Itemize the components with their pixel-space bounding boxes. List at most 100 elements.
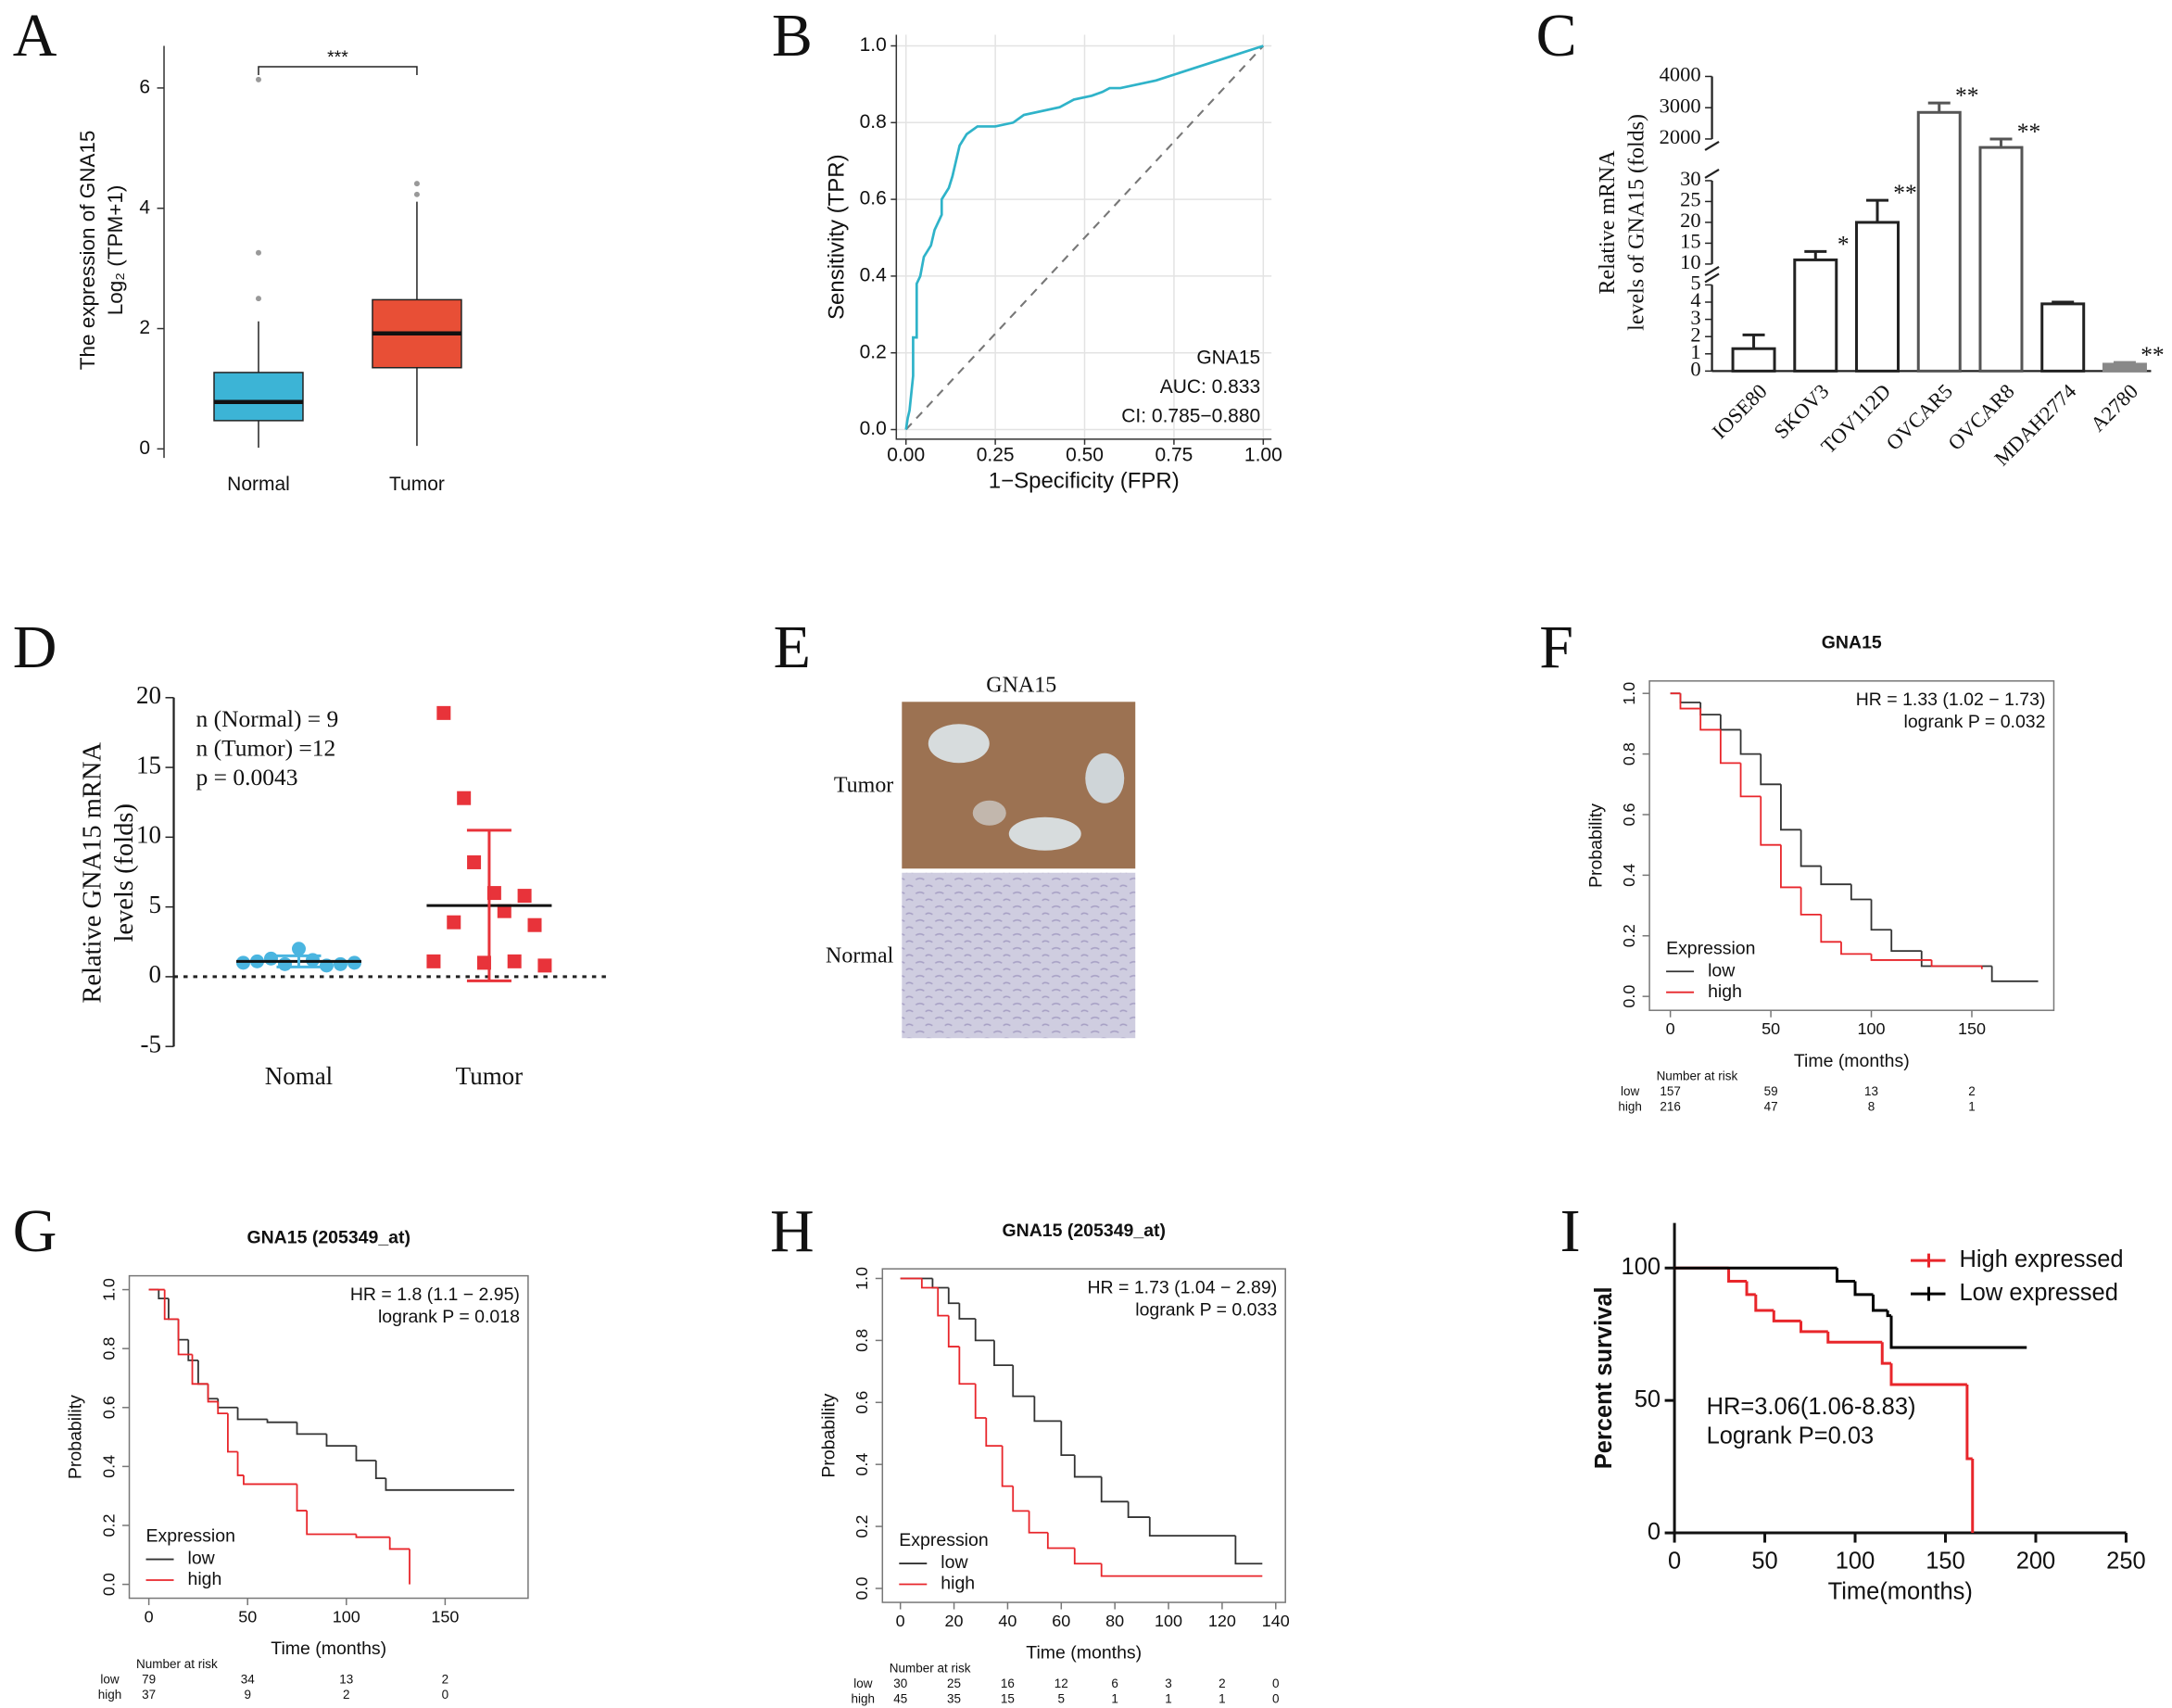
- annotation: HR=3.06(1.06-8.83): [1707, 1394, 1916, 1420]
- plot-frame: [1648, 680, 2055, 1011]
- bar: [1731, 347, 1776, 373]
- x-tick-label: 0.25: [977, 444, 1015, 465]
- survival-step: [958, 1347, 976, 1385]
- annotation: logrank P = 0.018: [378, 1307, 520, 1327]
- risk-row-label: high: [1618, 1100, 1642, 1114]
- survival-step: [1930, 959, 1982, 968]
- panel-letter: A: [13, 2, 57, 70]
- risk-count: 30: [893, 1676, 907, 1690]
- risk-count: 47: [1764, 1100, 1778, 1114]
- y-tick-label: 4: [139, 196, 150, 218]
- y-axis-label: Relative mRNA: [1596, 150, 1620, 295]
- survival-step: [1060, 1421, 1075, 1457]
- y-tick-label: 1.0: [1620, 682, 1638, 705]
- y-tick-label: 10: [136, 821, 161, 849]
- bar: [1978, 145, 2024, 373]
- risk-row-label: high: [98, 1688, 122, 1702]
- survival-step: [325, 1434, 357, 1448]
- panel-e-images: GNA15 Tumor Normal: [826, 673, 1136, 1039]
- risk-count: 34: [241, 1673, 255, 1687]
- y-tick-label: 0.0: [99, 1573, 118, 1596]
- y-tick-label: 0.4: [852, 1453, 871, 1476]
- axis-break: [1704, 140, 1720, 151]
- survival-step: [163, 1289, 179, 1321]
- survival-step: [947, 1287, 960, 1305]
- data-point: [347, 955, 361, 970]
- survival-step: [1826, 1331, 1883, 1344]
- survival-step: [1780, 844, 1801, 889]
- legend-title: Expression: [899, 1530, 988, 1550]
- risk-count: 45: [893, 1692, 907, 1706]
- annotation: CI: 0.785−0.880: [1121, 405, 1260, 426]
- x-tick-label: 0.00: [887, 444, 925, 465]
- risk-count: 2: [1968, 1084, 1976, 1098]
- data-point: [426, 954, 441, 968]
- x-tick-label: 80: [1105, 1612, 1124, 1630]
- error-bar: [2052, 300, 2075, 304]
- y-tick-label: 5: [1690, 272, 1700, 295]
- risk-count: 15: [1001, 1692, 1015, 1706]
- legend-label: Low expressed: [1959, 1280, 2117, 1306]
- risk-count: 16: [1001, 1676, 1015, 1690]
- y-tick-label: 0.8: [1620, 742, 1638, 765]
- risk-row-label: low: [1621, 1084, 1639, 1098]
- survival-step: [931, 1278, 949, 1289]
- survival-step: [1148, 1517, 1236, 1537]
- survival-step: [207, 1384, 219, 1400]
- survival-step: [947, 1315, 960, 1347]
- survival-step: [1073, 1455, 1102, 1478]
- data-point: [457, 791, 472, 805]
- survival-step: [920, 1278, 939, 1289]
- y-axis-label: Percent survival: [1591, 1286, 1617, 1469]
- x-tick-label: 0: [896, 1612, 905, 1630]
- risk-count: 2: [343, 1688, 350, 1702]
- legend-line: [1911, 1286, 1946, 1301]
- bar: [2040, 302, 2086, 373]
- plot-frame: [881, 1268, 1286, 1603]
- x-tick-label: Tumor: [389, 474, 445, 495]
- x-tick-label: 100: [1858, 1019, 1886, 1038]
- data-point: [527, 917, 542, 932]
- survival-step: [937, 1287, 949, 1317]
- x-tick-label: OVCAR5: [1882, 379, 1957, 454]
- survival-step: [1739, 729, 1762, 755]
- annotation: ***: [327, 47, 348, 68]
- survival-step: [1772, 1309, 1801, 1322]
- y-tick-label: 1.0: [99, 1278, 118, 1301]
- y-tick-label: 0.2: [99, 1513, 118, 1537]
- y-tick-label: 2: [139, 317, 150, 338]
- outlier: [255, 296, 261, 302]
- annotation: HR = 1.73 (1.04 − 2.89): [1087, 1277, 1277, 1297]
- survival-step: [985, 1418, 1003, 1448]
- panel-letter: H: [770, 1197, 814, 1265]
- survival-step: [207, 1384, 219, 1403]
- survival-step: [1850, 884, 1872, 901]
- y-tick-label: 0.6: [860, 188, 887, 209]
- survival-step: [1880, 1342, 1892, 1365]
- survival-step: [388, 1537, 410, 1550]
- x-tick-label: 60: [1052, 1612, 1070, 1630]
- x-axis-label: Time(months): [1828, 1578, 1973, 1604]
- survival-step: [177, 1319, 189, 1341]
- risk-count: 3: [1165, 1676, 1172, 1690]
- survival-step: [1234, 1536, 1263, 1565]
- row-label: Normal: [826, 944, 894, 968]
- survival-step: [306, 1511, 357, 1536]
- annotation: logrank P = 0.033: [1135, 1299, 1277, 1320]
- risk-count: 25: [947, 1676, 961, 1690]
- image-title: GNA15: [986, 673, 1056, 697]
- y-tick-label: 1.0: [860, 34, 887, 56]
- panel-letter: G: [13, 1197, 57, 1265]
- survival-step: [1886, 1309, 1892, 1318]
- y-tick-label: 0: [139, 437, 150, 459]
- x-tick-label: Tumor: [456, 1062, 524, 1090]
- survival-step: [355, 1534, 390, 1538]
- survival-step: [177, 1319, 193, 1356]
- bar: [2102, 362, 2147, 373]
- data-point: [235, 955, 250, 970]
- y-axis-label: levels (folds): [110, 803, 139, 943]
- y-axis-label: Probability: [66, 1395, 86, 1479]
- axis-break: [1704, 272, 1720, 284]
- y-tick-label: 0.6: [1620, 803, 1638, 826]
